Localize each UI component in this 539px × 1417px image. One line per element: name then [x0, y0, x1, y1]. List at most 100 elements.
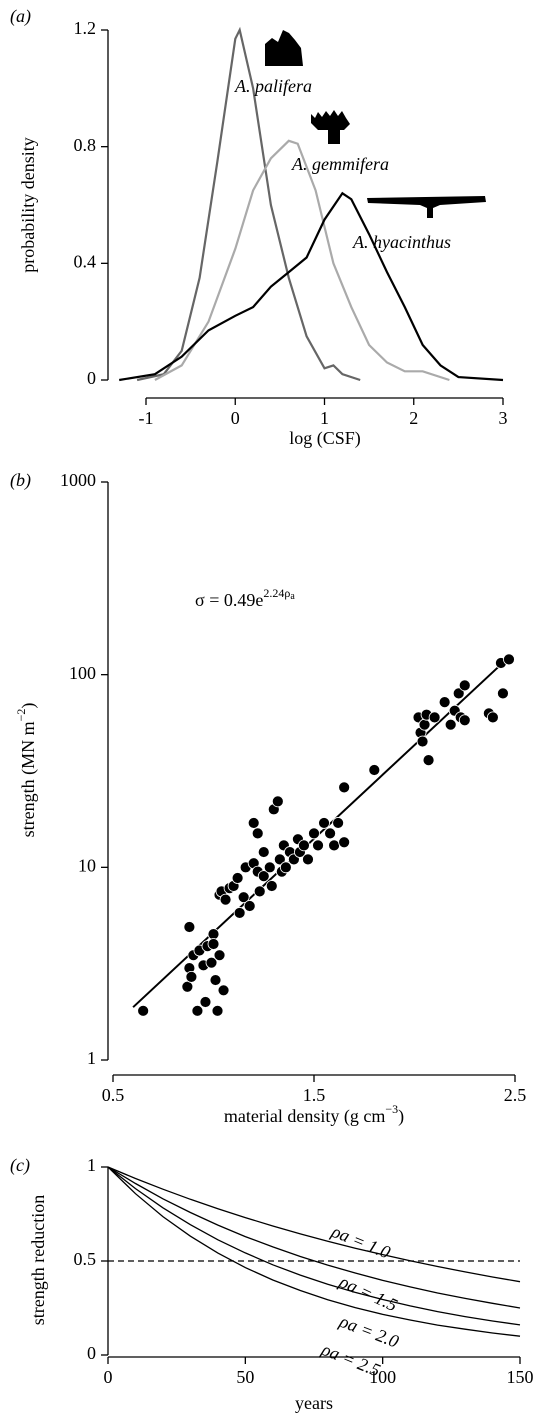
data-point [271, 795, 284, 808]
y-tick-label: 1.2 [74, 18, 97, 38]
data-point [231, 872, 244, 884]
series-line [107, 1166, 521, 1337]
x-tick-label: 0.5 [102, 1085, 125, 1105]
y-axis-label: strength reduction [28, 1195, 48, 1325]
x-tick-label: 3 [499, 408, 508, 428]
x-axis-label-part: log (CSF) [289, 428, 361, 449]
data-point [328, 839, 341, 852]
x-axis-label-part: material density (g cm [224, 1106, 385, 1127]
data-point [486, 711, 499, 724]
x-axis-label: material density (g cm−3) [224, 1102, 404, 1127]
data-point [368, 764, 381, 776]
data-point [418, 718, 431, 731]
data-point [207, 938, 220, 950]
coral-silhouette [311, 110, 350, 144]
data-point [209, 974, 222, 986]
series-label: ρa = 2.5 [318, 1339, 383, 1381]
data-point [458, 714, 471, 727]
x-tick-label: 0 [104, 1367, 113, 1387]
data-point [324, 827, 336, 840]
y-axis-label-part: ) [18, 703, 39, 709]
data-point [137, 1004, 150, 1017]
y-tick-label: 0.4 [74, 251, 97, 271]
data-point [219, 893, 232, 906]
series-label: A. hyacinthus [352, 232, 451, 252]
y-tick-label: 10 [78, 855, 96, 875]
data-point [497, 687, 509, 700]
x-axis-label-part: ) [398, 1106, 404, 1127]
series-line [107, 1166, 521, 1326]
x-tick-label: 1.5 [303, 1085, 326, 1105]
y-axis-label-part: strength (MN m [18, 721, 39, 837]
x-axis-label-part: years [295, 1393, 333, 1413]
series-label: ρa = 1.5 [336, 1271, 401, 1315]
data-point [199, 996, 212, 1008]
data-point [205, 956, 218, 969]
data-point [183, 921, 196, 933]
data-point [217, 984, 230, 997]
series-label: A. gemmifera [291, 154, 389, 174]
equation-part: a [290, 591, 295, 602]
y-tick-label: 1000 [60, 470, 96, 490]
data-point [243, 900, 256, 912]
panel-label: (b) [10, 470, 31, 491]
x-tick-label: -1 [139, 408, 154, 428]
x-tick-label: 0 [231, 408, 240, 428]
data-point [422, 754, 435, 767]
series-line [107, 1166, 521, 1283]
data-point [428, 711, 441, 724]
y-tick-label: 0.5 [74, 1249, 97, 1269]
series-label: ρa = 1.0 [328, 1221, 393, 1263]
x-axis-label: years [295, 1393, 333, 1413]
data-point [332, 817, 345, 829]
data-point [273, 853, 286, 866]
data-point [458, 679, 471, 692]
data-point [318, 817, 330, 829]
y-tick-label: 1 [87, 1155, 96, 1175]
data-point [279, 861, 292, 874]
data-point [263, 861, 276, 874]
equation-part: σ = 0.49e [195, 590, 263, 610]
data-point [211, 1004, 224, 1017]
data-point [265, 880, 278, 892]
data-point [257, 846, 270, 858]
data-point [503, 653, 515, 666]
coral-silhouette [265, 30, 303, 66]
x-axis-label-part: −3 [385, 1102, 398, 1116]
data-point [185, 970, 198, 983]
series-line [119, 191, 504, 382]
y-tick-label: 0 [87, 1343, 96, 1363]
data-point [213, 949, 226, 962]
panel-label: (c) [10, 1155, 30, 1176]
data-point [312, 839, 324, 852]
x-tick-label: 150 [507, 1367, 534, 1387]
data-point [251, 827, 264, 840]
y-axis-label: strength (MN m−2) [14, 703, 39, 838]
y-tick-label: 100 [69, 663, 96, 683]
y-tick-label: 0.8 [74, 135, 97, 155]
data-point [338, 781, 351, 794]
data-point [438, 696, 451, 709]
coral-silhouette [367, 196, 486, 218]
data-point [452, 687, 465, 700]
data-point [207, 928, 220, 941]
y-tick-label: 1 [87, 1048, 96, 1068]
x-axis-label: log (CSF) [289, 428, 361, 449]
data-point [237, 891, 250, 904]
y-tick-label: 0 [87, 368, 96, 388]
data-point [338, 836, 351, 849]
y-axis-label: probability density [18, 137, 38, 272]
data-point [181, 980, 194, 993]
data-point [253, 885, 266, 898]
data-point [416, 735, 429, 748]
series-label: A. palifera [234, 76, 312, 96]
x-tick-label: 2 [409, 408, 418, 428]
x-tick-label: 50 [236, 1367, 254, 1387]
data-point [308, 827, 320, 840]
series-line [107, 1166, 521, 1309]
data-point [233, 907, 246, 919]
panel-label: (a) [10, 6, 31, 27]
x-tick-label: 1 [320, 408, 329, 428]
data-point [191, 1004, 204, 1017]
